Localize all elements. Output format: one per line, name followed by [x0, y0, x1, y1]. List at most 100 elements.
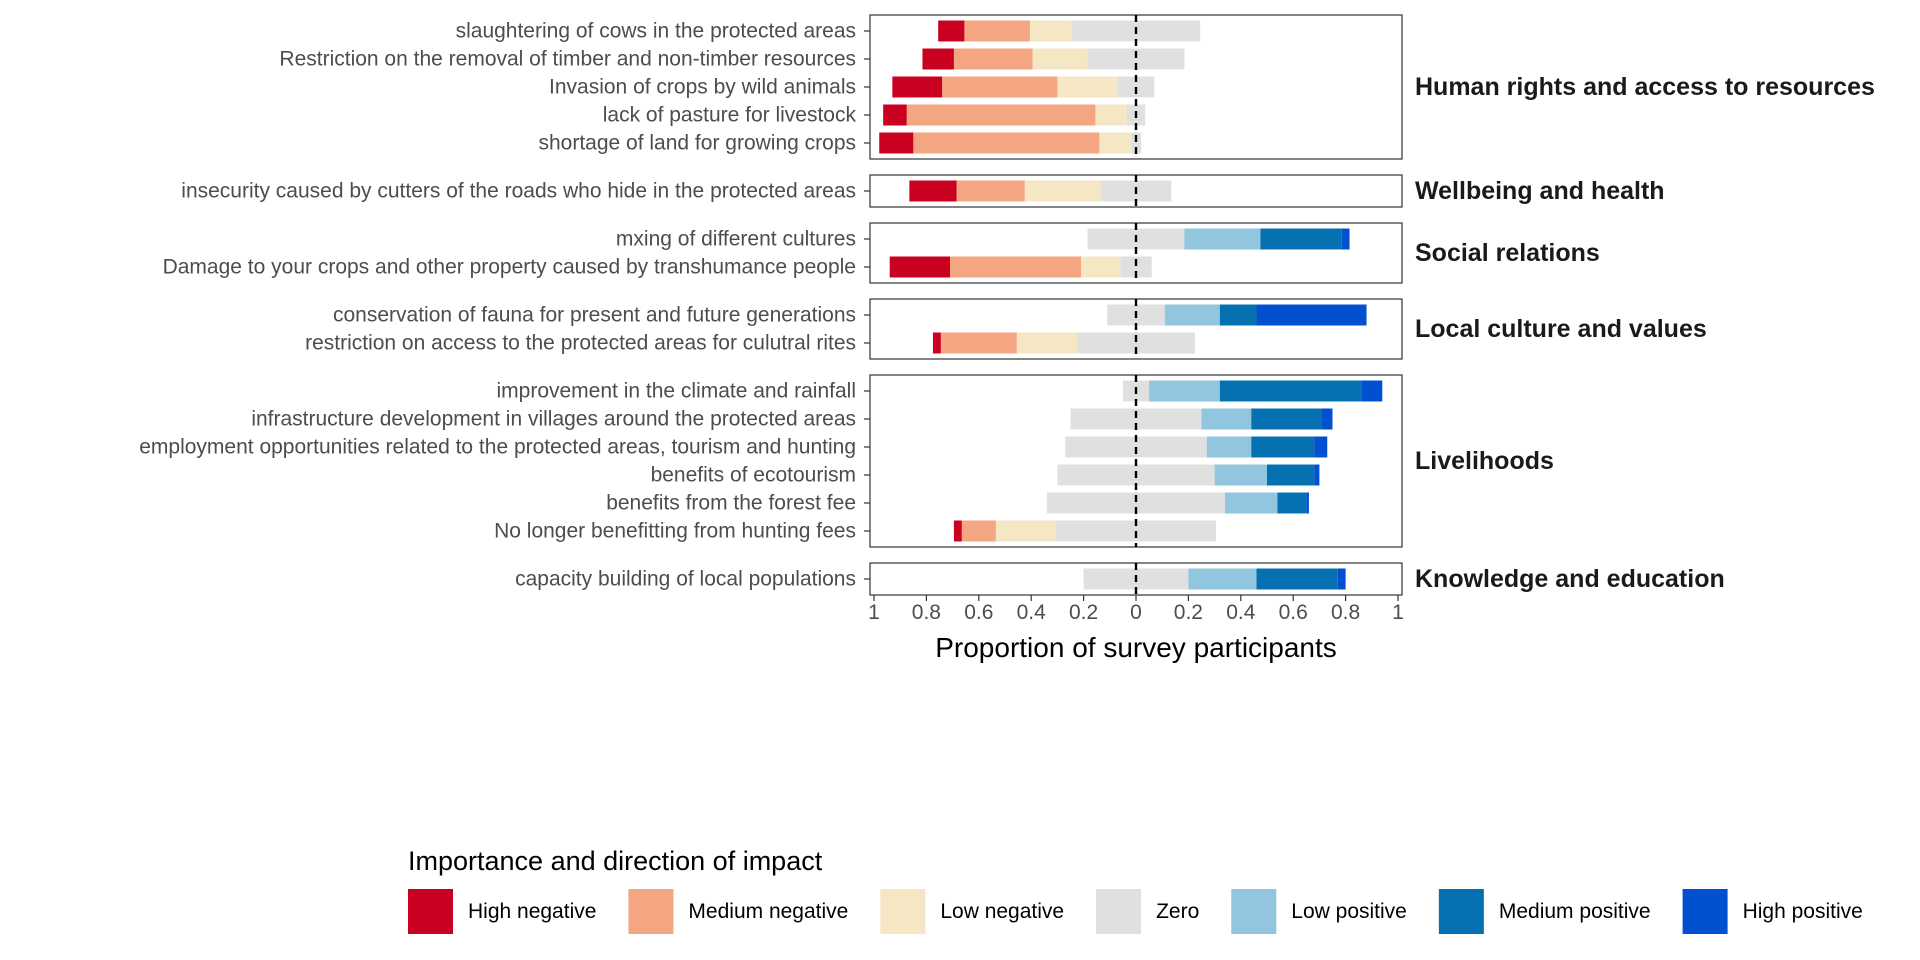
bar-segment-medium-negative: [906, 104, 1096, 126]
legend-label: High negative: [468, 900, 596, 923]
facet-social-relations: mxing of different cultures Damage to you…: [163, 222, 1600, 284]
category-label: insecurity caused by cutters of the road…: [181, 180, 856, 203]
legend-entry-medium-positive: Medium positive: [1438, 889, 1651, 934]
legend-swatch: [1682, 889, 1728, 934]
bar-segment-low-negative: [1080, 256, 1121, 278]
category-label: Damage to your crops and other property …: [163, 256, 856, 279]
facet-wellbeing-and-health: insecurity caused by cutters of the road…: [181, 174, 1665, 208]
bar-segment-high-negative: [892, 76, 943, 98]
bar-segment-zero: [1077, 332, 1136, 354]
bar-segment-low-negative: [1057, 76, 1118, 98]
category-label: improvement in the climate and rainfall: [496, 380, 856, 403]
category-label: lack of pasture for livestock: [603, 104, 857, 127]
bar-segment-high-negative: [932, 332, 941, 354]
legend-swatch: [1438, 889, 1484, 934]
bar-row-insecurity-caused-by-cutters-of-the-roads-who-hide-in-the-protected-areas: [909, 180, 1172, 202]
x-tick-label: 0.8: [912, 601, 941, 624]
bar-segment-low-positive: [1164, 304, 1220, 326]
legend-swatch: [628, 889, 674, 934]
legend-label: Low negative: [940, 900, 1064, 923]
bar-segment-zero: [1136, 520, 1216, 542]
bar-row-benefits-of-ecotourism: [1057, 464, 1320, 486]
bar-segment-zero: [1126, 104, 1136, 126]
bar-segment-zero: [1136, 104, 1146, 126]
bar-segment-high-positive: [1322, 408, 1333, 430]
facet-label: Social relations: [1415, 239, 1600, 267]
bar-row-invasion-of-crops-by-wild-animals: [892, 76, 1155, 98]
bar-segment-zero: [1130, 132, 1136, 154]
legend-entry-low-positive: Low positive: [1231, 889, 1407, 934]
bar-segment-zero: [1136, 436, 1207, 458]
legend-label: Low positive: [1291, 900, 1407, 923]
facet-human-rights-and-access-to-resources: slaughtering of cows in the protected ar…: [279, 14, 1875, 160]
category-label: Restriction on the removal of timber and…: [279, 48, 856, 71]
bar-segment-low-negative: [1099, 132, 1131, 154]
bar-segment-low-negative: [1016, 332, 1078, 354]
legend-entry-zero: Zero: [1096, 889, 1199, 934]
bar-segment-zero: [1136, 568, 1189, 590]
bar-segment-zero: [1070, 408, 1136, 430]
bar-segment-medium-positive: [1251, 436, 1315, 458]
x-tick-label: 0.4: [1017, 601, 1047, 624]
category-label: conservation of fauna for present and fu…: [333, 304, 856, 327]
bar-segment-zero: [1100, 180, 1136, 202]
bar-row-lack-of-pasture-for-livestock: [883, 104, 1146, 126]
facet-livelihoods: improvement in the climate and rainfall i…: [139, 374, 1554, 548]
category-label: slaughtering of cows in the protected ar…: [456, 20, 856, 43]
bar-segment-zero: [1107, 304, 1136, 326]
bar-segment-zero: [1071, 20, 1136, 42]
bar-segment-zero: [1136, 304, 1165, 326]
legend-title: Importance and direction of impact: [408, 846, 823, 876]
bar-segment-zero: [1083, 568, 1136, 590]
bar-segment-high-positive: [1314, 464, 1320, 486]
legend-entry-high-positive: High positive: [1682, 889, 1863, 934]
category-label: Invasion of crops by wild animals: [549, 76, 856, 99]
legend-entry-medium-negative: Medium negative: [628, 889, 848, 934]
bar-segment-zero: [1136, 20, 1201, 42]
bar-segment-zero: [1087, 228, 1136, 250]
bar-segment-low-positive: [1206, 436, 1252, 458]
bar-segment-zero: [1056, 520, 1136, 542]
bar-segment-medium-negative: [961, 520, 996, 542]
legend-swatch: [1096, 889, 1142, 934]
facets-layer: slaughtering of cows in the protected ar…: [139, 14, 1875, 596]
bar-row-restriction-on-access-to-the-protected-areas-for-culutral-rites: [932, 332, 1195, 354]
bar-segment-zero: [1136, 48, 1185, 70]
bar-segment-zero: [1136, 228, 1185, 250]
legend-label: High positive: [1743, 900, 1863, 923]
legend: Importance and direction of impact High n…: [408, 846, 1863, 934]
bar-segment-medium-positive: [1251, 408, 1323, 430]
legend-swatch: [880, 889, 926, 934]
bar-segment-low-negative: [1029, 20, 1072, 42]
bar-segment-medium-positive: [1256, 568, 1338, 590]
bar-segment-low-positive: [1184, 228, 1261, 250]
bar-segment-low-positive: [1225, 492, 1278, 514]
bar-segment-low-negative: [1095, 104, 1127, 126]
bar-segment-low-positive: [1188, 568, 1257, 590]
legend-swatch: [408, 889, 453, 934]
bar-segment-zero: [1136, 76, 1155, 98]
legend-label: Medium negative: [688, 900, 848, 923]
bar-segment-high-positive: [1306, 492, 1309, 514]
category-label: infrastructure development in villages a…: [251, 408, 856, 431]
facet-label: Local culture and values: [1415, 315, 1707, 343]
x-axis-title: Proportion of survey participants: [935, 632, 1337, 663]
bar-row-benefits-from-the-forest-fee: [1046, 492, 1309, 514]
legend-entry-low-negative: Low negative: [880, 889, 1064, 934]
category-label: No longer benefitting from hunting fees: [494, 520, 856, 543]
bar-segment-high-negative: [883, 104, 907, 126]
bar-segment-zero: [1136, 492, 1226, 514]
facet-label: Human rights and access to resources: [1415, 73, 1875, 101]
legend-swatch: [1231, 889, 1277, 934]
bar-segment-low-positive: [1149, 380, 1220, 402]
x-tick-label: 0.8: [1331, 601, 1360, 624]
x-tick-label: 0: [1130, 601, 1142, 624]
bar-segment-low-negative: [1024, 180, 1101, 202]
bar-segment-zero: [1136, 408, 1202, 430]
bar-segment-zero: [1136, 256, 1152, 278]
facet-label: Knowledge and education: [1415, 565, 1725, 593]
bar-segment-high-positive: [1314, 436, 1328, 458]
legend-entry-high-negative: High negative: [408, 889, 596, 934]
bar-segment-zero: [1120, 256, 1136, 278]
